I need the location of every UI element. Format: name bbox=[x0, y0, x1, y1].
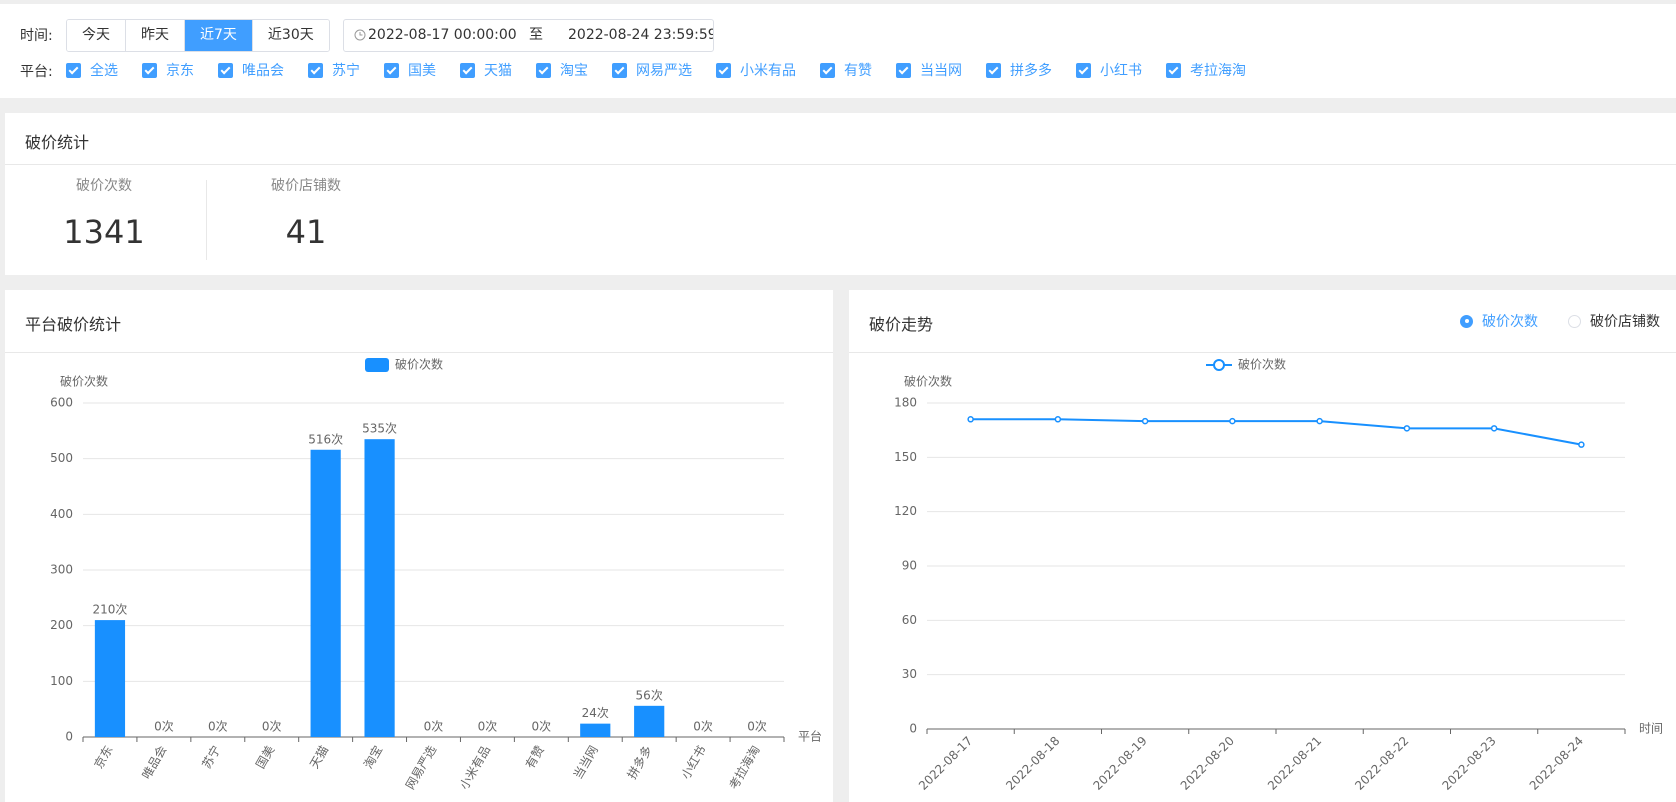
bar bbox=[311, 450, 341, 737]
x-tick-label: 天猫 bbox=[307, 743, 331, 771]
point bbox=[1404, 426, 1409, 431]
y-tick-label: 30 bbox=[902, 667, 917, 681]
x-axis-label: 时间 bbox=[1639, 722, 1663, 736]
y-tick-label: 90 bbox=[902, 559, 917, 573]
y-tick-label: 400 bbox=[50, 507, 73, 521]
x-tick-label: 2022-08-18 bbox=[1003, 734, 1062, 793]
value-label: 0次 bbox=[478, 720, 498, 734]
y-tick-label: 100 bbox=[50, 674, 73, 688]
x-tick-label: 京东 bbox=[91, 743, 115, 771]
y-tick-label: 500 bbox=[50, 451, 73, 465]
x-tick-label: 网易严选 bbox=[403, 743, 439, 792]
point bbox=[1143, 419, 1148, 424]
y-axis-label: 破价次数 bbox=[60, 374, 108, 389]
x-tick-label: 2022-08-20 bbox=[1178, 734, 1237, 793]
point bbox=[1579, 442, 1584, 447]
y-tick-label: 300 bbox=[50, 563, 73, 577]
value-label: 0次 bbox=[693, 720, 713, 734]
value-label: 56次 bbox=[636, 688, 663, 702]
line bbox=[971, 419, 1582, 444]
x-tick-label: 当当网 bbox=[571, 743, 601, 781]
point bbox=[1230, 419, 1235, 424]
point bbox=[968, 417, 973, 422]
value-label: 210次 bbox=[93, 603, 128, 617]
y-tick-label: 60 bbox=[902, 613, 917, 627]
value-label: 0次 bbox=[262, 720, 282, 734]
y-tick-label: 120 bbox=[894, 504, 917, 518]
y-axis-label: 破价次数 bbox=[904, 374, 952, 389]
value-label: 0次 bbox=[424, 720, 444, 734]
x-tick-label: 2022-08-23 bbox=[1440, 734, 1499, 793]
y-tick-label: 0 bbox=[65, 730, 73, 744]
x-tick-label: 小米有品 bbox=[457, 743, 493, 792]
value-label: 24次 bbox=[582, 706, 609, 720]
bar bbox=[95, 620, 125, 737]
x-tick-label: 小红书 bbox=[678, 743, 709, 782]
bar bbox=[364, 439, 394, 737]
x-axis-label: 平台 bbox=[798, 729, 822, 744]
x-tick-label: 拼多多 bbox=[625, 743, 655, 781]
y-tick-label: 180 bbox=[894, 396, 917, 410]
x-tick-label: 淘宝 bbox=[361, 743, 385, 771]
x-tick-label: 2022-08-21 bbox=[1265, 734, 1324, 793]
legend-label: 破价次数 bbox=[395, 357, 443, 372]
bar bbox=[634, 706, 664, 737]
x-tick-label: 2022-08-17 bbox=[916, 734, 975, 793]
value-label: 0次 bbox=[747, 720, 767, 734]
x-tick-label: 2022-08-22 bbox=[1352, 734, 1411, 793]
y-tick-label: 600 bbox=[50, 396, 73, 410]
legend-swatch bbox=[365, 358, 389, 372]
y-tick-label: 200 bbox=[50, 618, 73, 632]
value-label: 0次 bbox=[154, 720, 174, 734]
x-tick-label: 国美 bbox=[253, 743, 277, 771]
x-tick-label: 考拉海淘 bbox=[726, 743, 763, 792]
bar bbox=[580, 724, 610, 737]
x-tick-label: 唯品会 bbox=[139, 743, 169, 781]
value-label: 0次 bbox=[532, 720, 552, 734]
y-tick-label: 0 bbox=[909, 722, 917, 736]
legend-label: 破价次数 bbox=[1238, 357, 1286, 372]
x-tick-label: 2022-08-24 bbox=[1527, 734, 1586, 793]
legend-swatch bbox=[1214, 360, 1224, 370]
x-tick-label: 2022-08-19 bbox=[1091, 734, 1150, 793]
point bbox=[1317, 419, 1322, 424]
value-label: 516次 bbox=[308, 432, 343, 446]
point bbox=[1055, 417, 1060, 422]
value-label: 0次 bbox=[208, 720, 228, 734]
x-tick-label: 苏宁 bbox=[198, 743, 223, 771]
point bbox=[1492, 426, 1497, 431]
y-tick-label: 150 bbox=[894, 450, 917, 464]
x-tick-label: 有赞 bbox=[523, 743, 547, 771]
value-label: 535次 bbox=[362, 422, 397, 436]
